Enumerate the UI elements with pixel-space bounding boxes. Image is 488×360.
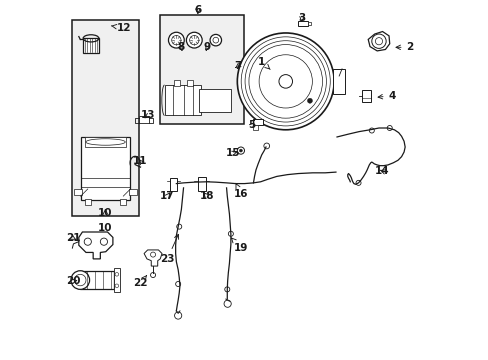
Bar: [129, 189, 137, 195]
Circle shape: [189, 36, 199, 45]
Bar: [83, 39, 99, 53]
Text: 2: 2: [395, 42, 413, 52]
Text: 6: 6: [194, 5, 201, 15]
Circle shape: [212, 37, 218, 43]
Text: 19: 19: [231, 238, 247, 253]
Circle shape: [307, 98, 312, 103]
Bar: [199, 89, 230, 112]
Circle shape: [186, 32, 202, 48]
Circle shape: [386, 126, 391, 131]
Bar: [332, 69, 344, 94]
Circle shape: [168, 32, 184, 48]
Bar: [186, 80, 192, 86]
Circle shape: [150, 273, 155, 278]
Bar: [85, 137, 126, 147]
Bar: [81, 137, 129, 200]
Text: 23: 23: [160, 234, 178, 264]
Text: 7: 7: [234, 61, 241, 71]
Text: 15: 15: [225, 148, 240, 158]
Text: 16: 16: [233, 183, 247, 199]
Circle shape: [175, 282, 180, 287]
Bar: [113, 268, 120, 292]
Circle shape: [224, 300, 231, 307]
Text: 9: 9: [203, 42, 210, 52]
Circle shape: [171, 36, 181, 45]
Circle shape: [239, 149, 242, 152]
Bar: [72, 21, 139, 216]
Circle shape: [264, 143, 269, 149]
Circle shape: [371, 34, 386, 48]
Circle shape: [84, 238, 91, 245]
Bar: [120, 199, 126, 205]
Bar: [253, 125, 257, 130]
Polygon shape: [367, 32, 389, 51]
Bar: [80, 271, 114, 289]
Text: 17: 17: [160, 191, 174, 201]
Bar: [74, 189, 82, 195]
Circle shape: [228, 231, 233, 236]
Circle shape: [115, 284, 119, 288]
Text: 3: 3: [298, 13, 305, 23]
Text: 11: 11: [133, 156, 147, 166]
Ellipse shape: [85, 139, 125, 145]
Text: 18: 18: [199, 191, 214, 201]
Circle shape: [355, 180, 360, 185]
Circle shape: [237, 147, 244, 154]
Text: 5: 5: [247, 121, 255, 130]
Text: 20: 20: [66, 276, 80, 286]
Circle shape: [176, 224, 182, 229]
Text: 14: 14: [374, 166, 389, 176]
Circle shape: [375, 38, 382, 45]
Circle shape: [74, 274, 86, 286]
Text: 10: 10: [98, 208, 112, 218]
Text: 4: 4: [377, 91, 395, 101]
Text: 10: 10: [98, 223, 113, 233]
Circle shape: [237, 33, 333, 130]
Polygon shape: [144, 250, 162, 266]
Circle shape: [278, 75, 292, 88]
Bar: [85, 199, 91, 205]
Text: 1: 1: [258, 57, 269, 69]
Bar: [164, 85, 201, 116]
Bar: [307, 22, 310, 25]
Text: 13: 13: [141, 111, 155, 121]
Bar: [297, 21, 307, 26]
Text: 22: 22: [133, 275, 147, 288]
Bar: [174, 80, 180, 86]
Bar: [362, 90, 371, 102]
Circle shape: [150, 252, 155, 257]
Polygon shape: [79, 232, 113, 259]
Circle shape: [210, 35, 221, 46]
Circle shape: [115, 273, 119, 276]
Circle shape: [224, 287, 229, 292]
Circle shape: [100, 238, 107, 245]
Bar: [253, 119, 262, 126]
Circle shape: [368, 128, 373, 133]
Circle shape: [71, 271, 89, 289]
Circle shape: [174, 312, 182, 319]
Bar: [198, 177, 205, 192]
Bar: [139, 116, 149, 123]
Text: 8: 8: [177, 42, 184, 52]
Text: 12: 12: [111, 23, 131, 33]
Bar: [160, 15, 244, 125]
Text: 21: 21: [66, 233, 80, 243]
Bar: [169, 178, 177, 192]
